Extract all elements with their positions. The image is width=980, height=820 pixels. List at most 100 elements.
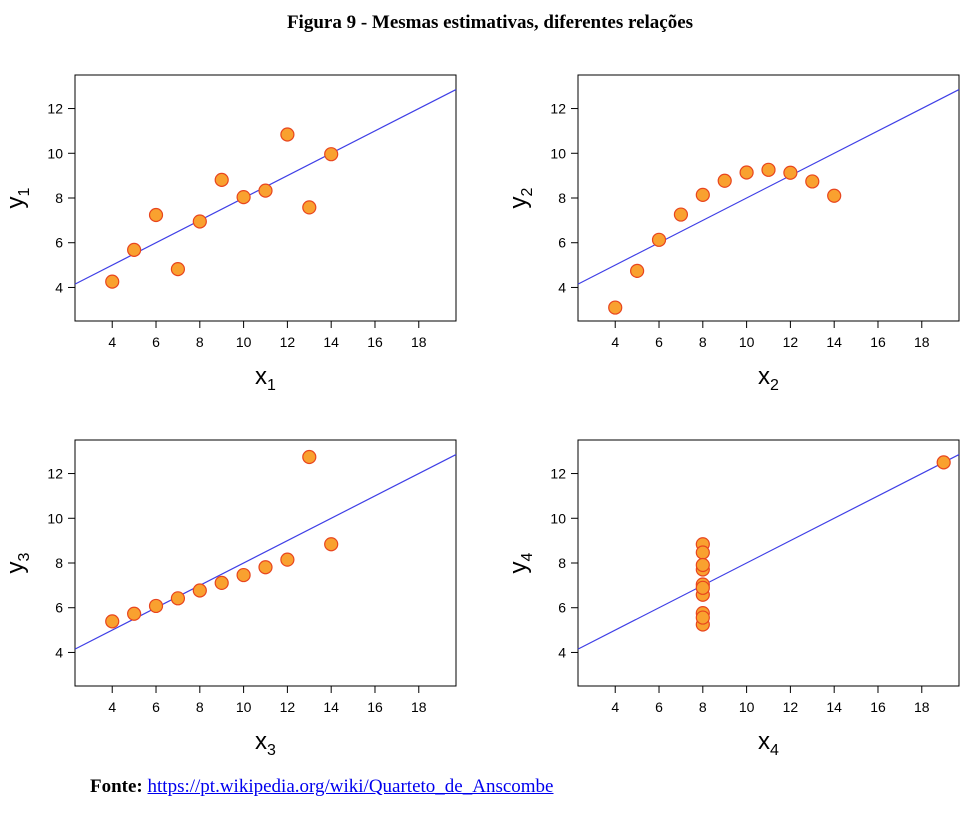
data-point (236, 567, 251, 583)
x-tick-label: 8 (196, 699, 204, 715)
data-point (761, 162, 776, 177)
data-point (651, 232, 667, 247)
x-tick-label: 4 (108, 334, 116, 350)
data-point (280, 552, 295, 567)
y-axis-label: y4 (505, 552, 536, 573)
x-tick-label: 6 (655, 699, 663, 715)
data-point (214, 172, 229, 187)
x-axis-label: x1 (255, 363, 276, 394)
y-tick-label: 12 (47, 466, 63, 482)
data-point (105, 274, 120, 289)
y-tick-label: 6 (55, 600, 63, 616)
x-tick-label: 16 (870, 334, 886, 350)
y-tick-label: 8 (558, 555, 566, 571)
x-tick-label: 18 (411, 334, 427, 350)
y-tick-label: 6 (558, 600, 566, 616)
source-label: Fonte: (90, 776, 143, 797)
plot-frame (577, 74, 960, 322)
x-tick-label: 18 (914, 334, 930, 350)
data-point (214, 575, 229, 591)
data-point (280, 127, 295, 142)
x-tick-label: 18 (914, 699, 930, 715)
data-point (805, 174, 820, 189)
y-tick-label: 10 (47, 145, 63, 161)
x-axis-label: x2 (758, 363, 779, 394)
data-point (324, 537, 339, 552)
y-tick-label: 4 (558, 644, 566, 660)
y-tick-label: 12 (550, 101, 566, 117)
data-point (673, 207, 689, 222)
x-axis-label: x4 (758, 728, 779, 759)
y-tick-label: 12 (47, 101, 63, 117)
data-point (717, 173, 732, 188)
x-tick-label: 16 (367, 334, 383, 350)
x-tick-label: 6 (655, 334, 663, 350)
x-tick-label: 4 (611, 699, 619, 715)
y-tick-label: 4 (558, 279, 566, 295)
x-tick-label: 8 (196, 334, 204, 350)
data-point (695, 187, 710, 202)
x-axis-label: x3 (255, 728, 276, 759)
data-point (170, 591, 186, 606)
y-tick-label: 10 (47, 510, 63, 526)
data-point (302, 449, 317, 465)
data-point (127, 242, 142, 257)
y-tick-label: 4 (55, 279, 63, 295)
y-axis-label: y1 (2, 187, 33, 208)
x-tick-label: 12 (783, 334, 799, 350)
regression-line (577, 454, 960, 650)
x-tick-label: 16 (870, 699, 886, 715)
y-axis-label: y3 (2, 552, 33, 573)
x-tick-label: 6 (152, 334, 160, 350)
x-tick-label: 14 (323, 699, 339, 715)
data-point (739, 165, 754, 180)
data-point (236, 190, 251, 205)
data-point (127, 606, 142, 621)
data-point (258, 560, 273, 575)
y-tick-label: 10 (550, 145, 566, 161)
y-tick-label: 4 (55, 644, 63, 660)
y-tick-label: 8 (55, 555, 63, 571)
data-point (105, 614, 120, 629)
data-point (608, 300, 623, 315)
data-point (695, 610, 710, 625)
data-point (936, 455, 951, 470)
x-tick-label: 16 (367, 699, 383, 715)
data-point (258, 183, 273, 198)
x-tick-label: 10 (739, 334, 755, 350)
data-point (192, 214, 207, 229)
data-point (192, 583, 207, 598)
y-tick-label: 8 (558, 190, 566, 206)
plot-frame (577, 439, 960, 687)
data-point (148, 207, 164, 223)
data-point (695, 545, 710, 560)
x-tick-label: 14 (826, 699, 842, 715)
figure-title: Figura 9 - Mesmas estimativas, diferente… (286, 12, 694, 33)
x-tick-label: 4 (108, 699, 116, 715)
x-tick-label: 10 (236, 334, 252, 350)
data-point (302, 200, 317, 215)
y-tick-label: 10 (550, 510, 566, 526)
x-tick-label: 14 (826, 334, 842, 350)
x-tick-label: 18 (411, 699, 427, 715)
source-line: Fonte: https://pt.wikipedia.org/wiki/Qua… (90, 776, 554, 798)
x-tick-label: 12 (783, 699, 799, 715)
plot-frame (74, 74, 457, 322)
data-point (148, 598, 164, 614)
x-tick-label: 12 (280, 334, 296, 350)
y-tick-label: 6 (55, 235, 63, 251)
source-link[interactable]: https://pt.wikipedia.org/wiki/Quarteto_d… (147, 776, 554, 797)
data-point (324, 147, 339, 162)
y-tick-label: 8 (55, 190, 63, 206)
x-tick-label: 8 (699, 334, 707, 350)
y-tick-label: 6 (558, 235, 566, 251)
x-tick-label: 10 (739, 699, 755, 715)
x-tick-label: 14 (323, 334, 339, 350)
data-point (170, 262, 186, 277)
data-point (630, 263, 645, 279)
